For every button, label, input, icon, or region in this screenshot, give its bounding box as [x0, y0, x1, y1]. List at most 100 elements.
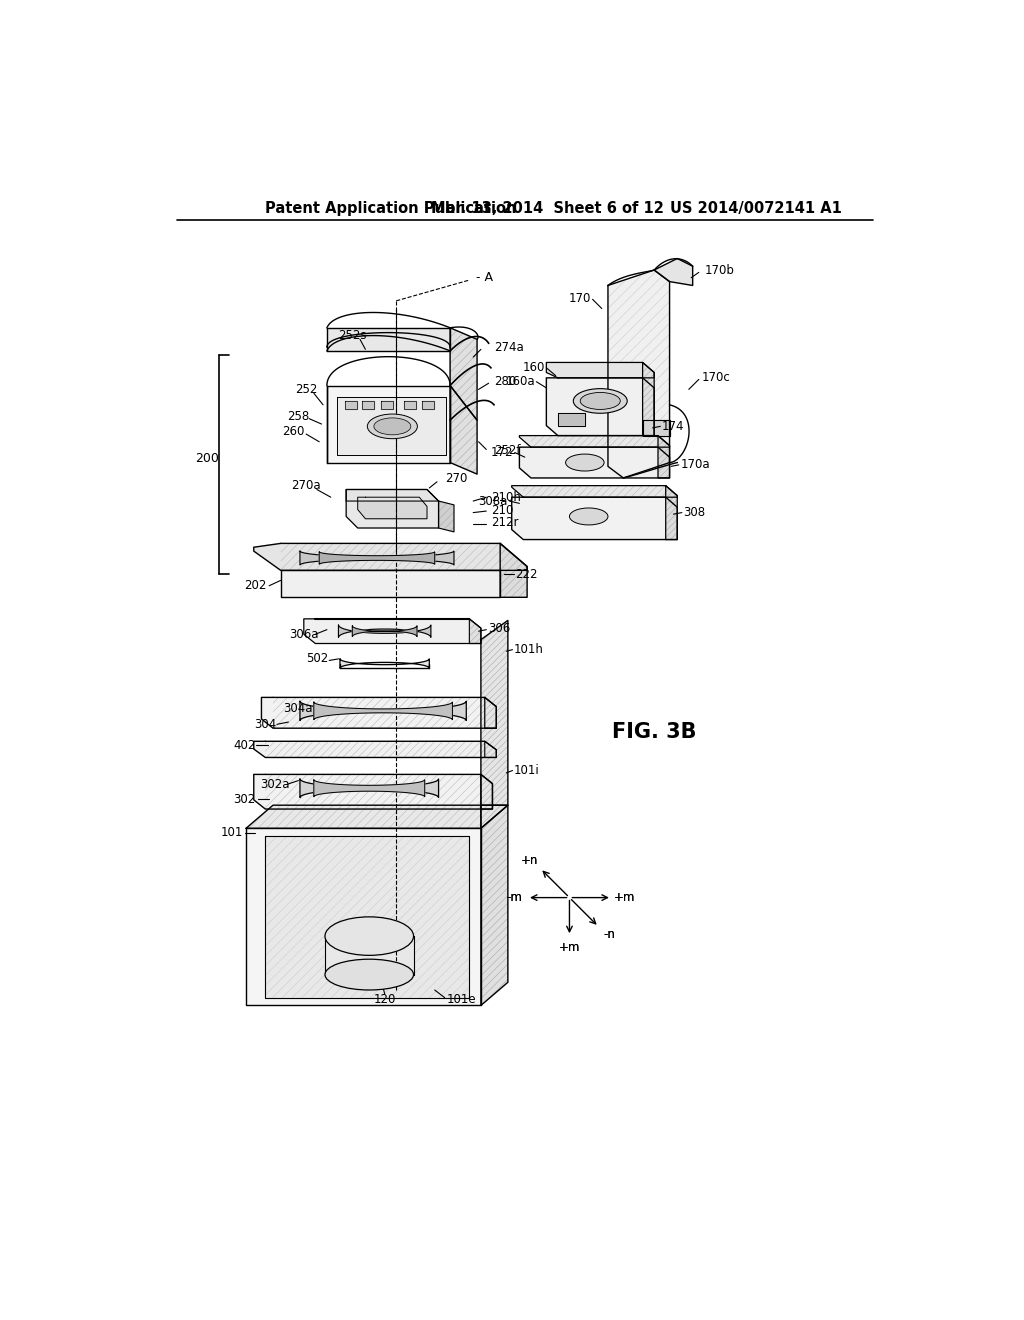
Text: -m: -m [506, 891, 522, 904]
Text: Mar. 13, 2014  Sheet 6 of 12: Mar. 13, 2014 Sheet 6 of 12 [431, 201, 664, 216]
Text: 170c: 170c [701, 371, 731, 384]
Polygon shape [666, 486, 677, 540]
Polygon shape [357, 498, 427, 519]
Text: 304a: 304a [284, 702, 313, 715]
Ellipse shape [573, 388, 628, 413]
Text: 210h: 210h [490, 491, 521, 504]
Text: 402: 402 [233, 739, 256, 751]
Text: 160: 160 [522, 362, 545, 375]
Polygon shape [451, 327, 477, 420]
Polygon shape [451, 385, 477, 474]
Ellipse shape [368, 414, 418, 438]
Text: -n: -n [603, 928, 615, 941]
Polygon shape [339, 626, 431, 638]
Polygon shape [304, 619, 481, 644]
Polygon shape [481, 775, 493, 809]
Polygon shape [319, 552, 435, 564]
Text: +n: +n [521, 854, 538, 867]
Text: 200: 200 [196, 453, 219, 465]
Text: 174: 174 [662, 420, 684, 433]
Text: US 2014/0072141 A1: US 2014/0072141 A1 [670, 201, 842, 216]
Polygon shape [337, 397, 446, 455]
Ellipse shape [569, 508, 608, 525]
Text: +m: +m [614, 891, 636, 904]
Polygon shape [352, 626, 417, 636]
Text: - A: - A [475, 271, 493, 284]
Polygon shape [313, 780, 425, 797]
Polygon shape [254, 544, 527, 570]
Text: 170a: 170a [681, 458, 711, 471]
Polygon shape [300, 552, 454, 565]
Text: Patent Application Publication: Patent Application Publication [265, 201, 517, 216]
Text: -m: -m [506, 891, 522, 904]
Text: 210: 210 [490, 504, 513, 517]
Text: 120: 120 [374, 993, 396, 1006]
Text: 202: 202 [244, 579, 266, 593]
Text: 270: 270 [444, 473, 467, 486]
Text: +m: +m [614, 891, 636, 904]
Text: 170: 170 [568, 292, 591, 305]
Polygon shape [254, 775, 493, 809]
Text: 212r: 212r [490, 516, 518, 529]
Text: 502: 502 [306, 652, 328, 665]
Text: 101e: 101e [446, 993, 476, 1006]
Ellipse shape [565, 454, 604, 471]
Polygon shape [643, 363, 654, 436]
Polygon shape [340, 659, 429, 668]
Polygon shape [643, 420, 670, 436]
Polygon shape [346, 490, 438, 528]
Polygon shape [381, 401, 393, 409]
Polygon shape [484, 742, 497, 758]
Text: 280: 280 [494, 375, 516, 388]
Text: +m: +m [559, 941, 581, 954]
Polygon shape [254, 742, 497, 758]
Text: 270a: 270a [291, 479, 321, 492]
Polygon shape [438, 502, 454, 532]
Text: 306: 306 [488, 622, 511, 635]
Polygon shape [500, 544, 527, 598]
Text: 160a: 160a [505, 375, 535, 388]
Polygon shape [519, 436, 670, 447]
Polygon shape [519, 447, 670, 478]
Polygon shape [265, 836, 469, 998]
Polygon shape [361, 401, 374, 409]
Ellipse shape [374, 418, 411, 434]
Text: 170b: 170b [705, 264, 734, 277]
Text: 252s: 252s [338, 329, 367, 342]
Polygon shape [261, 697, 497, 729]
Text: +n: +n [521, 854, 538, 867]
Text: 172: 172 [490, 446, 513, 459]
Ellipse shape [581, 392, 621, 409]
Polygon shape [246, 805, 508, 829]
Text: 258: 258 [288, 409, 309, 422]
Polygon shape [313, 702, 453, 719]
Text: 302a: 302a [260, 777, 290, 791]
Polygon shape [481, 620, 508, 829]
Text: 260: 260 [283, 425, 305, 438]
Polygon shape [403, 401, 416, 409]
Polygon shape [469, 619, 481, 644]
Polygon shape [547, 363, 654, 378]
Text: +m: +m [559, 941, 581, 954]
Polygon shape [558, 412, 585, 426]
Polygon shape [345, 401, 357, 409]
Polygon shape [481, 805, 508, 1006]
Polygon shape [547, 378, 654, 436]
Text: 302: 302 [233, 792, 256, 805]
Text: 101: 101 [221, 826, 244, 840]
Polygon shape [300, 779, 438, 797]
Polygon shape [300, 701, 466, 721]
Text: 274a: 274a [494, 341, 523, 354]
Text: 308: 308 [683, 506, 706, 519]
Text: 101h: 101h [514, 643, 544, 656]
Polygon shape [327, 327, 451, 351]
Polygon shape [658, 436, 670, 478]
Ellipse shape [325, 917, 414, 956]
Polygon shape [422, 401, 434, 409]
Polygon shape [246, 829, 481, 1006]
Polygon shape [512, 486, 677, 498]
Text: FIG. 3B: FIG. 3B [612, 722, 696, 742]
Polygon shape [608, 271, 670, 478]
Ellipse shape [325, 960, 414, 990]
Polygon shape [281, 570, 500, 598]
